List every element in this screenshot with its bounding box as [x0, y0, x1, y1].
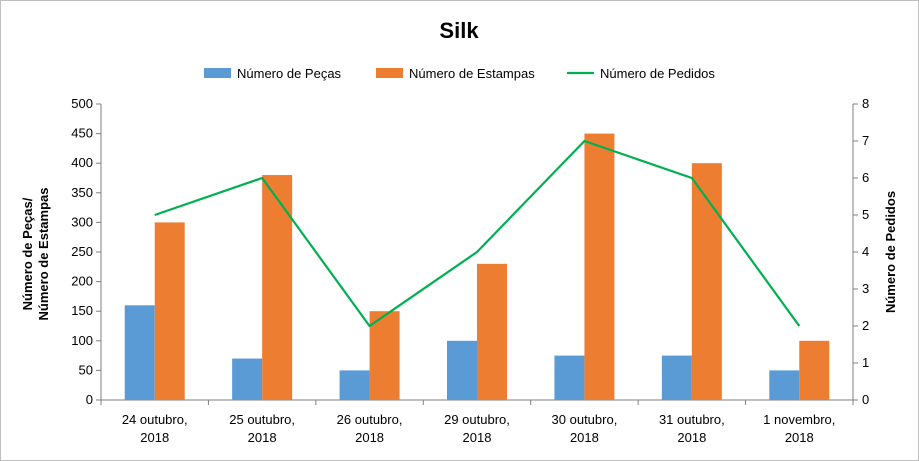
y2-tick-label: 1 [862, 355, 869, 370]
legend-label: Número de Pedidos [600, 66, 715, 81]
bar [154, 222, 185, 400]
y2-tick-label: 4 [862, 244, 869, 259]
y2-tick-label: 7 [862, 133, 869, 148]
y-axis-title: Número de Peças/Número de Estampas [20, 188, 51, 321]
x-tick-label: 2018 [785, 430, 814, 445]
x-tick-label: 25 outubro, [229, 412, 295, 427]
bar [369, 311, 400, 400]
y-tick-label: 200 [71, 274, 93, 289]
bar [554, 355, 585, 400]
bar [262, 175, 293, 400]
y2-tick-label: 5 [862, 207, 869, 222]
bar [477, 263, 507, 400]
x-tick-label: 26 outubro, [337, 412, 403, 427]
legend: Número de Peças Número de Estampas Número … [204, 66, 715, 81]
axes: 0 50 100 150 200 250 300 350 400 450 500 0 1 2 3 4 5 6 7 8 2… [20, 96, 898, 445]
legend-label: Número de Peças [237, 66, 342, 81]
bar [339, 370, 370, 400]
y-axis-title-line: Número de Estampas [36, 188, 51, 321]
y-tick-label: 300 [71, 214, 93, 229]
x-tick-label: 2018 [463, 430, 492, 445]
y-tick-label: 350 [71, 185, 93, 200]
y2-tick-label: 3 [862, 281, 869, 296]
x-tick-label: 2018 [677, 430, 706, 445]
bar [661, 355, 692, 400]
y-axis-title-line: Número de Peças/ [20, 197, 35, 310]
x-tick-label: 31 outubro, [659, 412, 725, 427]
bar [799, 340, 830, 400]
bar [691, 163, 722, 400]
x-tick-label: 30 outubro, [552, 412, 618, 427]
y-tick-label: 100 [71, 333, 93, 348]
bar [447, 340, 477, 400]
chart-title: Silk [439, 18, 479, 43]
legend-swatch [204, 68, 231, 78]
y2-axis-title: Número de Pedidos [883, 191, 898, 313]
x-tick-label: 2018 [140, 430, 169, 445]
y-tick-label: 0 [86, 392, 93, 407]
bar [232, 358, 263, 400]
bar [124, 305, 155, 400]
y2-tick-label: 2 [862, 318, 869, 333]
y-tick-label: 450 [71, 126, 93, 141]
x-tick-label: 2018 [248, 430, 277, 445]
y2-tick-label: 8 [862, 96, 869, 111]
y-tick-label: 50 [79, 362, 93, 377]
bar [769, 370, 800, 400]
legend-label: Número de Estampas [409, 66, 535, 81]
x-tick-label: 1 novembro, [763, 412, 835, 427]
y-tick-label: 500 [71, 96, 93, 111]
bar [584, 133, 615, 400]
y-tick-label: 150 [71, 303, 93, 318]
y2-tick-label: 6 [862, 170, 869, 185]
line-path [154, 139, 801, 328]
y-tick-label: 400 [71, 155, 93, 170]
y2-tick-label: 0 [862, 392, 869, 407]
y-tick-label: 250 [71, 244, 93, 259]
bars [124, 133, 830, 400]
legend-swatch [376, 68, 403, 78]
x-tick-label: 29 outubro, [444, 412, 510, 427]
x-tick-label: 2018 [570, 430, 599, 445]
x-tick-label: 24 outubro, [122, 412, 188, 427]
line-series [154, 139, 801, 328]
x-tick-label: 2018 [355, 430, 384, 445]
